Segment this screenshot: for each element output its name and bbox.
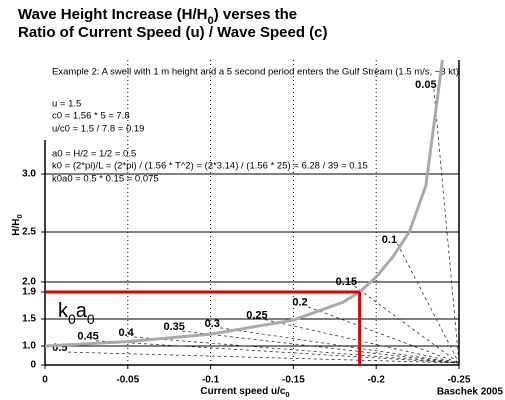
text-part: Current speed u/c [200, 386, 285, 397]
annotation: u = 1.5 [52, 99, 81, 110]
annotation: c0 = 1.56 * 5 = 7.8 [52, 111, 130, 122]
steepness-line [264, 319, 460, 364]
y-tick-label: 3.0 [22, 169, 36, 180]
steepness-line [67, 351, 460, 364]
steepness-label: 0.25 [246, 310, 267, 322]
steepness-line [354, 285, 460, 364]
steepness-label: 0.3 [205, 318, 220, 330]
steepness-label: 0.15 [336, 276, 357, 288]
steepness-label: 0.05 [415, 79, 436, 91]
steepness-label: 0.2 [292, 297, 307, 309]
x-tick-label: -0.2 [368, 375, 386, 386]
credit: Baschek 2005 [437, 387, 504, 398]
annotation: k0a0 = 0.5 * 0.15 = 0.075 [52, 174, 159, 185]
annotation: u/c0 = 1.5 / 7.8 = 0.19 [52, 124, 144, 135]
x-tick-label: -0.15 [282, 375, 305, 386]
text-part: 0 [68, 311, 76, 327]
x-tick-label: -0.25 [448, 375, 471, 386]
steepness-line [134, 336, 460, 364]
x-axis-label: Current speed u/c0 [200, 386, 289, 400]
chart-title: Wave Height Increase (H/H0) verses the [18, 6, 297, 27]
text-part: 0 [285, 390, 289, 399]
steepness-label: 0.45 [77, 331, 98, 343]
text-part: Wave Height Increase (H/H [18, 6, 208, 23]
annotation: a0 = H/2 = 1/2 = 0.5 [52, 149, 136, 160]
curve [44, 59, 444, 348]
text-part: a [76, 300, 88, 322]
x-tick-label: -0.05 [116, 375, 139, 386]
steepness-label: 0.35 [163, 321, 184, 333]
y-tick-label: 2.0 [22, 277, 36, 288]
steepness-label: 0.1 [382, 234, 397, 246]
text-part: ) verses the [214, 6, 297, 23]
y-axis-label: H/H0 [11, 214, 25, 235]
steepness-label: 0.4 [118, 327, 134, 339]
y-tick-label: 0 [30, 360, 36, 371]
steepness-line [96, 340, 460, 364]
chart-subtitle: Ratio of Current Speed (u) / Wave Speed … [18, 24, 327, 41]
marker-label: k0a0 [58, 300, 95, 326]
steepness-line [220, 327, 460, 364]
steepness-line [433, 89, 460, 364]
annotation: Example 2: A swell with 1 m height and a… [52, 67, 459, 78]
text-part: k [58, 300, 69, 322]
y-tick-label: 1.0 [22, 341, 36, 352]
steepness-line [182, 330, 460, 364]
x-tick-label: -0.1 [202, 375, 220, 386]
x-tick-label: 0 [42, 375, 48, 386]
steepness-line [397, 243, 460, 364]
y-tick-label: 1.9 [22, 287, 36, 298]
text-part: H/H [11, 218, 22, 235]
steepness-line [307, 306, 460, 364]
annotation: k0 = (2*pi)/L = (2*pi) / (1.56 * T^2) = … [52, 161, 368, 172]
text-part: 0 [15, 214, 24, 218]
text-part: 0 [87, 311, 95, 327]
y-tick-label: 1.5 [22, 314, 36, 325]
text-part: 0 [208, 15, 214, 27]
y-tick-label: 2.5 [22, 227, 36, 238]
